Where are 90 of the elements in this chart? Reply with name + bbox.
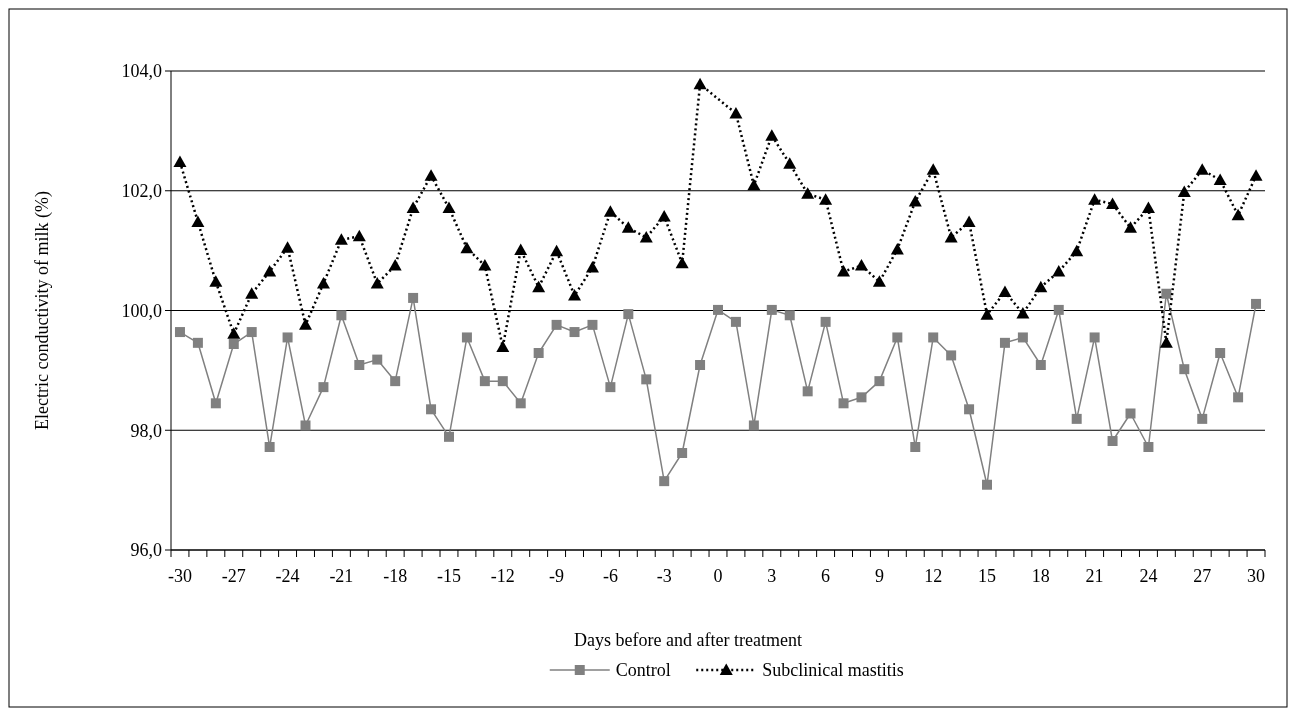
x-tick-label: -21	[329, 566, 354, 586]
point	[1213, 173, 1227, 185]
point	[1088, 193, 1102, 205]
point	[191, 215, 205, 227]
point	[854, 259, 868, 271]
point	[245, 287, 259, 299]
point	[388, 259, 402, 271]
x-tick-label: -30	[167, 566, 192, 586]
point	[890, 242, 904, 255]
point	[1070, 244, 1084, 257]
point	[1177, 185, 1191, 197]
point	[1123, 221, 1137, 233]
point	[801, 187, 815, 199]
point	[962, 215, 976, 227]
point	[675, 256, 689, 269]
point	[908, 195, 922, 207]
x-tick-label: 21	[1085, 566, 1104, 586]
x-tick-label: -24	[275, 566, 300, 586]
point	[532, 280, 546, 293]
point	[263, 265, 277, 277]
point	[209, 275, 223, 287]
point	[639, 230, 653, 243]
x-tick-label: -9	[549, 566, 565, 586]
point	[603, 205, 617, 217]
point	[819, 193, 833, 205]
x-tick-label: 27	[1193, 566, 1212, 586]
x-tick-label: 24	[1139, 566, 1158, 586]
point	[227, 327, 241, 339]
y-tick-label: 96,0	[130, 540, 162, 561]
point	[424, 169, 438, 181]
point	[514, 243, 528, 256]
point	[980, 308, 994, 320]
y-tick-label: 102,0	[121, 181, 162, 202]
point	[568, 289, 582, 301]
x-tick-label: -15	[436, 566, 461, 586]
point	[316, 277, 330, 289]
legend-label: Control	[615, 660, 671, 681]
point	[173, 155, 187, 168]
x-tick-label: 9	[874, 566, 884, 586]
point	[406, 201, 420, 214]
x-tick-label: -18	[383, 566, 408, 586]
y-tick-label: 100,0	[121, 300, 162, 321]
point	[765, 129, 779, 141]
x-tick-label: 6	[821, 566, 831, 586]
point	[478, 259, 492, 271]
x-tick-label: 12	[924, 566, 943, 586]
x-tick-label: 18	[1031, 566, 1050, 586]
point	[1195, 163, 1209, 175]
point	[837, 265, 851, 277]
y-tick-label: 98,0	[130, 420, 162, 441]
point	[1106, 197, 1120, 209]
x-tick-label: -12	[490, 566, 515, 586]
point	[1016, 306, 1030, 319]
x-tick-label: 0	[713, 566, 723, 586]
x-tick-label: -27	[221, 566, 246, 586]
point	[657, 210, 671, 222]
point	[370, 277, 384, 289]
point	[729, 107, 743, 119]
point	[496, 340, 510, 353]
point	[299, 318, 313, 330]
point	[1052, 265, 1066, 277]
point	[693, 77, 707, 90]
point	[1159, 336, 1173, 348]
x-axis-title: Days before and after treatment	[574, 630, 802, 650]
point	[621, 221, 635, 233]
point	[1231, 208, 1245, 221]
x-tick-label: -6	[602, 566, 618, 586]
point	[1034, 280, 1048, 293]
point	[783, 157, 797, 169]
point	[872, 275, 886, 287]
point	[550, 244, 564, 257]
point	[1141, 201, 1155, 214]
x-tick-label: -3	[656, 566, 672, 586]
point	[442, 201, 456, 214]
y-axis-title: Electric conductivity of milk (%)	[32, 191, 53, 430]
x-tick-label: 3	[767, 566, 777, 586]
point	[1249, 169, 1263, 181]
point	[334, 233, 348, 245]
legend-label: Subclinical mastitis	[762, 660, 904, 681]
point	[585, 260, 599, 273]
point	[944, 230, 958, 243]
x-tick-label: 15	[978, 566, 997, 586]
x-tick-label: 30	[1247, 566, 1266, 586]
y-tick-label: 104,0	[121, 61, 162, 82]
point	[926, 163, 940, 175]
point	[998, 285, 1012, 297]
point	[460, 241, 474, 254]
point	[352, 229, 366, 242]
point	[281, 241, 295, 253]
point	[747, 178, 761, 191]
